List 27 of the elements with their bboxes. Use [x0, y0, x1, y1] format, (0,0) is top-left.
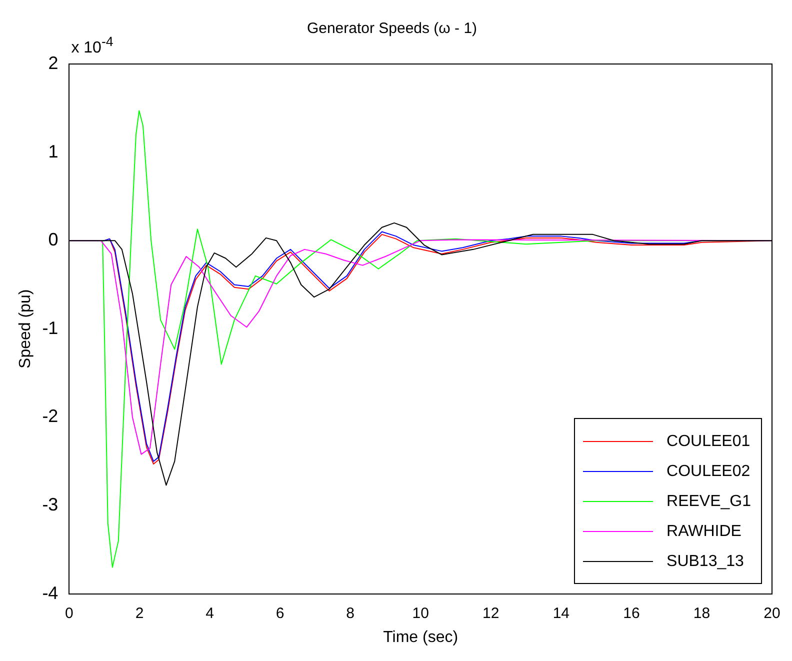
legend-label: COULEE01: [666, 432, 750, 451]
y-tick-label: 0: [48, 230, 58, 250]
x-tick-label: 14: [552, 604, 570, 622]
y-tick-label: 1: [48, 141, 58, 162]
x-tick-label: 8: [346, 604, 354, 622]
x-tick-label: 2: [135, 604, 144, 622]
text: x 10$^{-4}$: [71, 34, 114, 58]
x-tick-label: 18: [693, 604, 710, 622]
legend-label: RAWHIDE: [666, 522, 742, 541]
y-tick-label: -3: [42, 494, 58, 514]
x-tick-label: 4: [206, 604, 214, 622]
legend-label: SUB13_13: [666, 552, 744, 571]
x-tick-label: 10: [412, 604, 429, 622]
x-tick-label: 20: [764, 604, 780, 622]
y-tick-label: 2: [48, 52, 58, 73]
x-tick-label: 12: [482, 604, 500, 622]
legend-label: REEVE_G1: [666, 492, 751, 511]
legend-label: COULEE02: [666, 462, 750, 481]
chart-title: Generator Speeds (ω - 1): [306, 20, 478, 38]
y-tick-label: -4: [42, 582, 58, 603]
x-tick-label: 0: [65, 604, 74, 622]
y-tick-label: -1: [42, 318, 58, 338]
x-tick-label: 16: [623, 604, 640, 622]
x-tick-label: 6: [276, 604, 284, 622]
x-axis-title: Time (sec): [383, 628, 458, 646]
y-axis-title: Speed (pu): [17, 289, 34, 368]
y-tick-label: -2: [42, 406, 58, 426]
